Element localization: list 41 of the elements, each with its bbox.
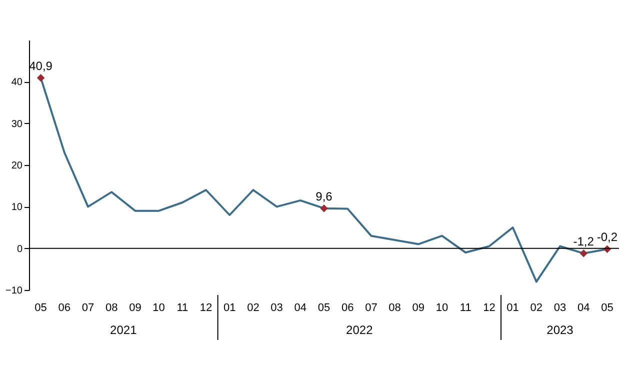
y-tick-label: 20	[11, 160, 23, 172]
x-tick-label: 09	[412, 302, 425, 314]
data-label: -0,2	[596, 230, 618, 244]
text: 2023	[546, 323, 574, 337]
text: 2021	[110, 323, 138, 337]
x-tick-label: 04	[294, 302, 307, 314]
x-tick-label: 08	[105, 302, 118, 314]
data-label: 40,9	[29, 58, 53, 73]
point	[36, 74, 45, 82]
x-tick-label: 01	[506, 302, 519, 314]
point	[320, 204, 328, 212]
x-tick-label: 10	[152, 302, 165, 314]
x-tick-label: 10	[436, 302, 448, 314]
x-tick-label: 02	[530, 302, 543, 314]
x-tick-label: 06	[58, 302, 71, 314]
point	[580, 249, 588, 258]
y-tick-label: 10	[11, 202, 23, 214]
x-tick-label: 07	[82, 302, 94, 314]
x-tick-label: 04	[577, 302, 590, 314]
x-tick-label: 06	[341, 302, 354, 314]
y-tick-label: 30	[11, 118, 23, 130]
x-tick-label: 12	[200, 302, 212, 314]
y-tick-label: −10	[6, 286, 23, 296]
x-tick-label: 03	[554, 302, 566, 314]
x-tick-label: 01	[223, 302, 236, 314]
x-tick-label: 05	[601, 302, 614, 314]
x-tick-label: 11	[176, 302, 188, 314]
x-tick-label: 09	[129, 302, 142, 314]
x-tick-label: 12	[483, 302, 496, 314]
x-tick-label: 07	[365, 302, 378, 314]
y-tick-label: 40	[11, 77, 23, 88]
x-tick-label: 08	[388, 302, 401, 314]
x-tick-label: 05	[34, 302, 47, 314]
x-tick-label: 03	[270, 302, 283, 314]
data-label: -1,2	[573, 234, 594, 248]
data-label: 9,6	[316, 189, 333, 204]
text: 2022	[346, 323, 374, 337]
x-tick-label: 11	[460, 302, 472, 314]
x-tick-label: 02	[247, 302, 260, 314]
x-tick-label: 05	[318, 302, 330, 314]
y-tick-label: 0	[16, 244, 23, 255]
